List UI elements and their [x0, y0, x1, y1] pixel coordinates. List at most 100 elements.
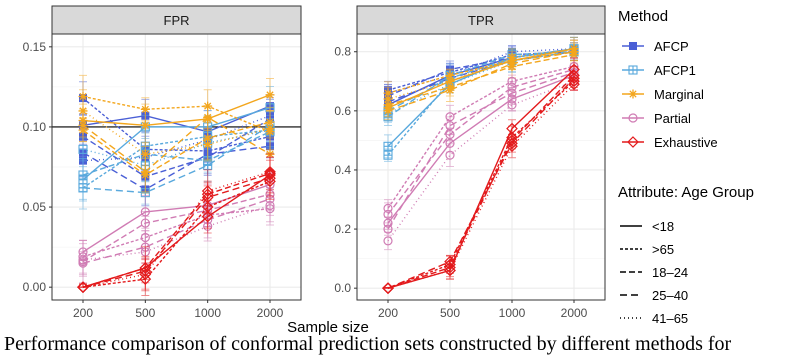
series-line [387, 48, 575, 100]
series-line [387, 77, 575, 289]
series-line [82, 94, 271, 127]
series-exhaustive-24 [382, 77, 580, 295]
point-marker [140, 167, 150, 177]
legend-group-label: >65 [652, 242, 674, 257]
series-line [82, 198, 271, 264]
legend-method-label: AFCP [654, 39, 689, 54]
point-marker [445, 85, 455, 95]
point-marker [140, 218, 150, 228]
point-marker [140, 149, 150, 159]
point-marker [201, 185, 214, 197]
panel-tpr: TPR 0.0 0.2 0.4 0.6 0.8 200 500 1000 2000 [334, 5, 606, 320]
point-marker [383, 94, 393, 104]
series-line [82, 115, 271, 162]
series-line [387, 51, 575, 94]
point-marker-cross [384, 151, 392, 160]
point-marker [203, 112, 213, 122]
error-bar [384, 231, 392, 251]
point-marker [568, 78, 580, 91]
x-tick-label: 200 [378, 306, 398, 320]
error-bar [446, 116, 454, 135]
series-line [387, 80, 575, 242]
legend-method-label: Marginal [654, 87, 704, 102]
series-exhaustive-24 [77, 159, 276, 294]
point-marker [265, 124, 275, 134]
panel-fpr: FPR 0.00 0.05 0.10 0.15 200 500 1000 2000 [23, 5, 302, 320]
point-marker [139, 268, 152, 281]
point-marker [78, 106, 88, 116]
series-line [82, 105, 271, 133]
series-line [387, 68, 575, 215]
y-tick-label: 0.6 [334, 104, 351, 118]
point-marker [264, 165, 276, 178]
series-line [82, 180, 271, 288]
legend-method: Method AFCP AFCP1 Marginal Partial Exhaustive [618, 8, 718, 150]
series-line [82, 124, 271, 194]
legend-group-label: 18–24 [652, 265, 688, 280]
series-line [387, 71, 575, 230]
point-marker [445, 76, 455, 86]
y-tick-label: 0.8 [334, 45, 351, 59]
point-marker [140, 104, 150, 114]
point-marker [78, 255, 88, 265]
point-marker-cross [79, 183, 87, 192]
y-tick-label: 0.05 [23, 200, 47, 214]
error-bar [570, 77, 578, 91]
legend-method-label: Partial [654, 111, 691, 126]
series-line [82, 129, 271, 167]
series-line [387, 54, 575, 106]
series-line [387, 48, 575, 109]
point-marker [569, 44, 579, 54]
plot-border [356, 33, 606, 301]
plot-border [51, 33, 302, 301]
point-marker [265, 90, 275, 100]
legend-group-title: Attribute: Age Group [618, 184, 754, 201]
series-line [82, 118, 271, 178]
y-tick-label: 0.2 [334, 222, 351, 236]
y-tick-label: 0.00 [23, 280, 47, 294]
strip-background [356, 5, 606, 35]
series-line [82, 204, 271, 261]
x-tick-label: 2000 [561, 306, 588, 320]
legend-group-label: 25–40 [652, 288, 688, 303]
point-marker [507, 53, 517, 63]
series-line [387, 65, 575, 209]
legend-group-label: <18 [652, 219, 674, 234]
legend-method-label: AFCP1 [654, 63, 696, 78]
point-marker [445, 150, 455, 160]
point-marker [444, 264, 456, 277]
x-tick-label: 1000 [499, 306, 526, 320]
point-marker [203, 140, 213, 150]
point-marker [507, 100, 517, 110]
strip-label: TPR [468, 13, 494, 28]
series-line [82, 172, 271, 288]
error-bar [141, 257, 150, 292]
plot-background [357, 34, 605, 300]
x-axis-title: Sample size [287, 319, 369, 336]
x-tick-label: 2000 [257, 306, 284, 320]
series-line [82, 116, 271, 173]
point-marker [445, 121, 455, 131]
legend-group-label: 41–65 [652, 311, 688, 326]
point-marker [382, 282, 394, 295]
series-line [387, 48, 575, 97]
y-tick-label: 0.10 [23, 120, 47, 134]
point-marker [77, 281, 89, 294]
series-line [387, 74, 575, 224]
series-marginal-14 [78, 89, 275, 167]
point-marker [629, 42, 637, 50]
x-tick-label: 200 [73, 306, 93, 320]
series-line [82, 129, 271, 189]
point-marker [265, 200, 275, 211]
y-tick-label: 0.15 [23, 40, 47, 54]
error-bar [446, 143, 454, 168]
series-line [82, 121, 271, 176]
legend-method-label: Exhaustive [654, 135, 718, 150]
x-tick-label: 1000 [194, 306, 221, 320]
series-line [82, 171, 271, 288]
point-marker [383, 209, 393, 219]
point-marker [383, 236, 393, 246]
series-line [387, 83, 575, 289]
point-marker [140, 120, 150, 130]
x-tick-label: 500 [440, 306, 460, 320]
